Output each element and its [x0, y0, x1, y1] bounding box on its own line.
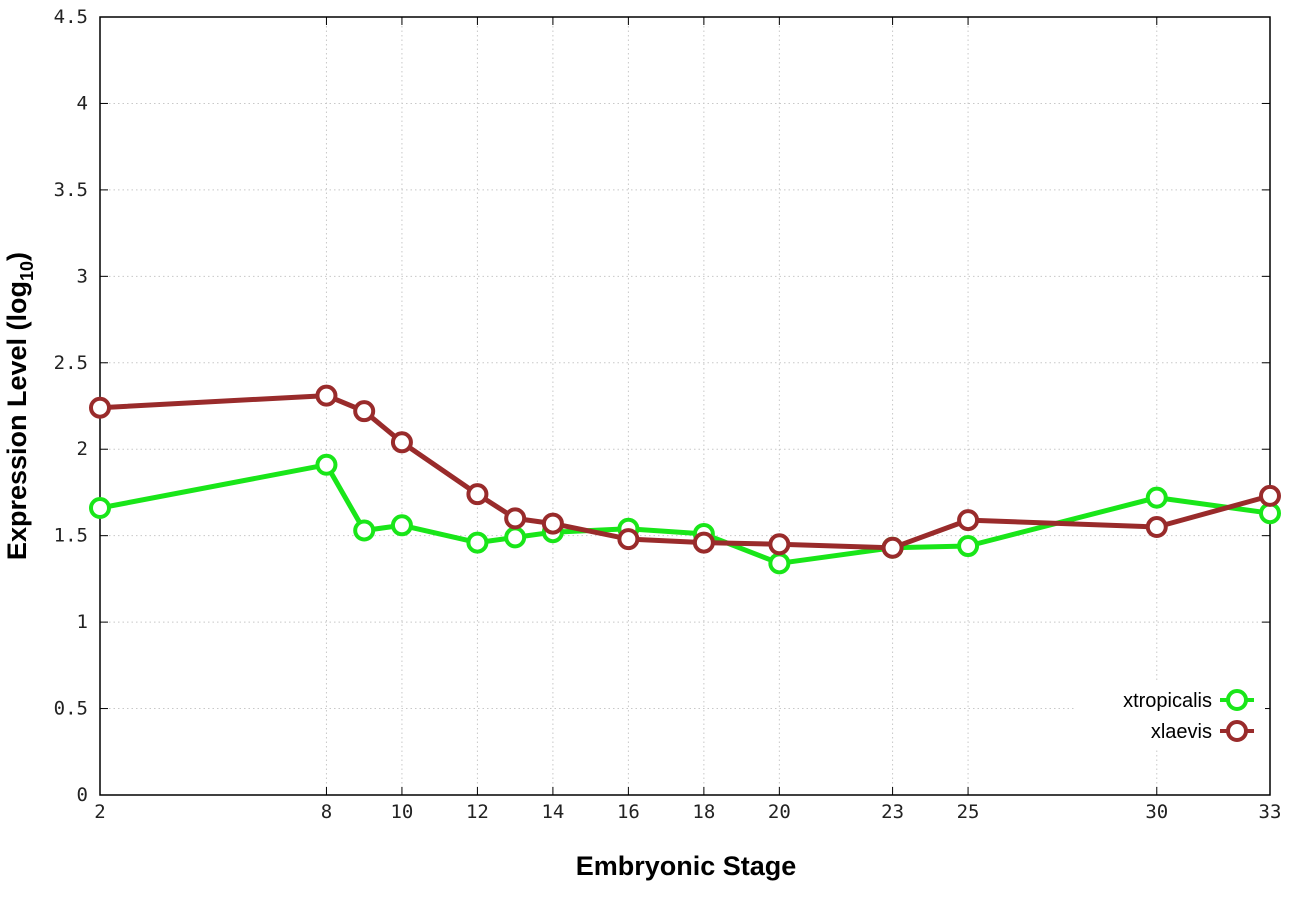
x-tick-label: 8: [321, 801, 332, 823]
y-tick-label: 1.5: [54, 525, 88, 547]
data-point-xlaevis: [466, 483, 489, 506]
data-point-xlaevis: [89, 396, 111, 419]
series-line-xlaevis: [99, 393, 1271, 551]
data-point-xlaevis: [353, 400, 376, 423]
data-point-xlaevis: [541, 512, 564, 535]
y-tick-label: 0: [77, 784, 88, 806]
data-point-xtropicalis: [466, 531, 489, 554]
y-axis-title-end: ): [2, 252, 32, 261]
data-point-xtropicalis: [390, 514, 413, 537]
data-point-xlaevis: [617, 528, 640, 551]
data-point-xlaevis: [1145, 516, 1168, 539]
legend: xtropicalis xlaevis: [1075, 682, 1265, 750]
data-point-xlaevis: [957, 509, 980, 532]
data-point-xlaevis: [504, 507, 527, 530]
x-tick-label: 23: [881, 801, 904, 823]
y-tick-label: 3: [77, 265, 88, 287]
series-layer: [89, 384, 1281, 575]
legend-label-xtropicalis: xtropicalis: [1123, 690, 1212, 712]
legend-marker-xlaevis: [1226, 720, 1248, 742]
plot-frame: [99, 16, 1271, 796]
x-tick-label: 12: [466, 801, 489, 823]
x-tick-label: 25: [957, 801, 980, 823]
data-point-xlaevis: [1259, 484, 1281, 507]
y-tick-label: 2.5: [54, 352, 88, 374]
data-point-xtropicalis: [768, 552, 791, 575]
y-tick-label: 1: [77, 611, 88, 633]
data-point-xtropicalis: [1145, 486, 1168, 509]
data-point-xtropicalis: [89, 497, 111, 520]
x-tick-label: 33: [1259, 801, 1282, 823]
y-axis-title-subscript: 10: [17, 261, 37, 281]
y-tick-label: 4.5: [54, 6, 88, 28]
y-tick-label: 3.5: [54, 179, 88, 201]
x-tick-label: 14: [541, 801, 564, 823]
data-point-xtropicalis: [353, 519, 376, 542]
grid-layer: [100, 17, 1270, 795]
x-tick-label: 30: [1145, 801, 1168, 823]
ticks-layer: 0 0.5 1 1.5 2 2.5 3 3.5 4 4.5 2 8 10 12 14 16 18 20 23 25 30…: [54, 6, 1282, 823]
data-point-xlaevis: [692, 531, 715, 554]
x-tick-label: 20: [768, 801, 791, 823]
x-tick-label: 10: [390, 801, 413, 823]
x-tick-label: 18: [692, 801, 715, 823]
series-line-xtropicalis: [99, 462, 1271, 566]
x-tick-label: 2: [94, 801, 105, 823]
y-axis-title-main: Expression Level (log: [2, 281, 32, 560]
legend-label-xlaevis: xlaevis: [1151, 721, 1212, 743]
data-point-xtropicalis: [504, 526, 527, 549]
x-tick-label: 16: [617, 801, 640, 823]
y-tick-label: 0.5: [54, 698, 88, 720]
y-tick-label: 2: [77, 438, 88, 460]
data-point-xlaevis: [881, 536, 904, 559]
data-point-xlaevis: [390, 431, 413, 454]
data-point-xlaevis: [768, 533, 791, 556]
x-axis-title: Embryonic Stage: [576, 851, 797, 881]
data-point-xlaevis: [315, 384, 338, 407]
data-point-xtropicalis: [957, 535, 980, 558]
legend-marker-xtropicalis: [1226, 689, 1248, 711]
y-tick-label: 4: [77, 92, 88, 114]
data-point-xtropicalis: [315, 453, 338, 476]
y-axis-title: Expression Level (log10): [2, 252, 37, 560]
